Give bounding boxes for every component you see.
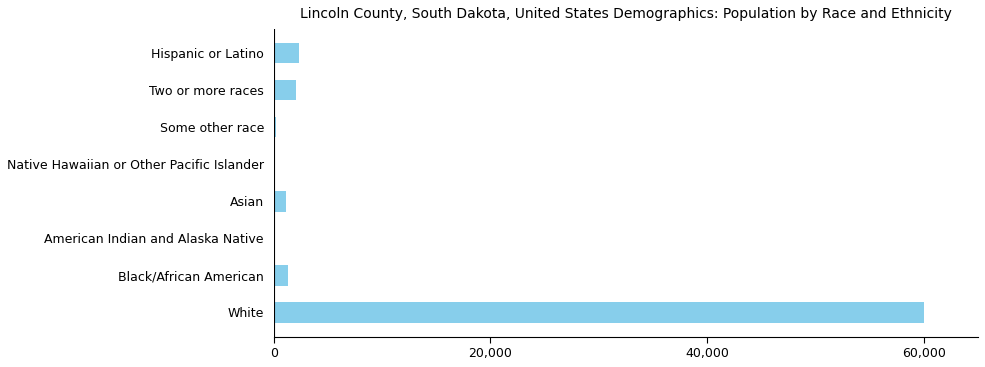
Bar	[274, 302, 924, 323]
Bar	[274, 191, 286, 211]
Bar	[274, 228, 275, 248]
Bar	[274, 117, 276, 138]
Title: Lincoln County, South Dakota, United States Demographics: Population by Race and: Lincoln County, South Dakota, United Sta…	[299, 7, 952, 21]
Bar	[274, 265, 288, 286]
Bar	[274, 43, 298, 63]
Bar	[274, 80, 296, 101]
